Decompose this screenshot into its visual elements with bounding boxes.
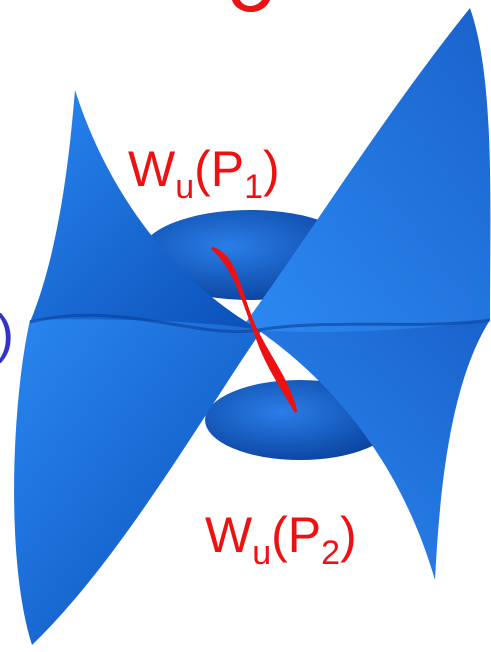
side-label: ) — [0, 304, 14, 364]
figure: Wu(P1) Wu(P2) ) — [0, 0, 491, 652]
sheet-left — [14, 319, 262, 645]
label-p2: Wu(P2) — [205, 507, 357, 572]
label-arg: (P — [271, 507, 321, 563]
label-sub: u — [175, 168, 194, 206]
label-arg: (P — [194, 141, 244, 197]
label-base: W — [205, 507, 253, 563]
top-fragment — [232, 0, 270, 12]
label-base: W — [128, 141, 176, 197]
label-argsub: 1 — [244, 168, 263, 206]
label-argsub: 2 — [321, 534, 340, 572]
label-sub: u — [252, 534, 271, 572]
label-close: ) — [340, 507, 357, 563]
label-close: ) — [263, 141, 280, 197]
label-p1: Wu(P1) — [128, 141, 280, 206]
